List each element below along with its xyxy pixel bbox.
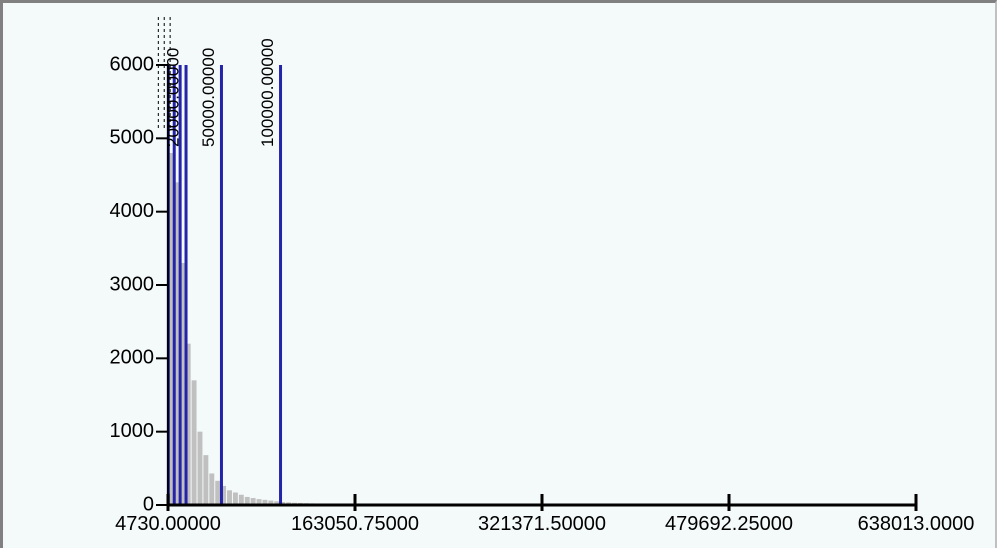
bars-layer	[168, 153, 486, 506]
threshold-label: 50000.00000	[199, 48, 218, 147]
histogram-bar	[197, 431, 203, 505]
y-tick-label: 0	[143, 493, 154, 515]
x-tick-label: 638013.0000	[858, 513, 975, 535]
histogram-bar	[221, 485, 227, 505]
y-tick-label: 5000	[110, 127, 155, 149]
histogram-bar	[244, 496, 250, 505]
histogram-bar	[185, 343, 191, 505]
x-tick-label: 321371.50000	[478, 513, 606, 535]
x-tick-label: 479692.25000	[665, 513, 793, 535]
histogram-bar	[179, 263, 185, 505]
histogram-bar	[168, 153, 173, 505]
histogram-bar	[232, 492, 238, 505]
histogram-bar	[203, 455, 209, 505]
axes-layer: 4730.00000 163050.75000 321371.50000 479692…	[110, 53, 975, 535]
y-tick-label: 1000	[110, 420, 155, 442]
y-tick-label: 3000	[110, 273, 155, 295]
histogram-bar	[256, 499, 262, 505]
threshold-label: 100000.00000	[258, 38, 277, 147]
x-tick-label: 4730.00000	[115, 513, 221, 535]
x-tick-label: 163050.75000	[291, 513, 419, 535]
threshold-label: 20000.00000	[164, 48, 183, 147]
histogram-bar	[191, 380, 197, 505]
histogram-bar	[268, 500, 274, 505]
y-tick-label: 2000	[110, 347, 155, 369]
histogram-bar	[274, 501, 280, 505]
histogram-bar	[209, 473, 215, 505]
histogram-bar	[227, 490, 232, 505]
y-tick-label: 6000	[110, 53, 155, 75]
histogram-bar	[250, 498, 256, 505]
histogram-bar	[215, 480, 221, 505]
histogram-chart: 20000.00000 50000.00000 100000.00000 4730.…	[110, 17, 975, 535]
histogram-bar	[173, 182, 179, 506]
y-tick-label: 4000	[110, 200, 155, 222]
histogram-bar	[238, 494, 244, 505]
histogram-bar	[262, 499, 268, 505]
